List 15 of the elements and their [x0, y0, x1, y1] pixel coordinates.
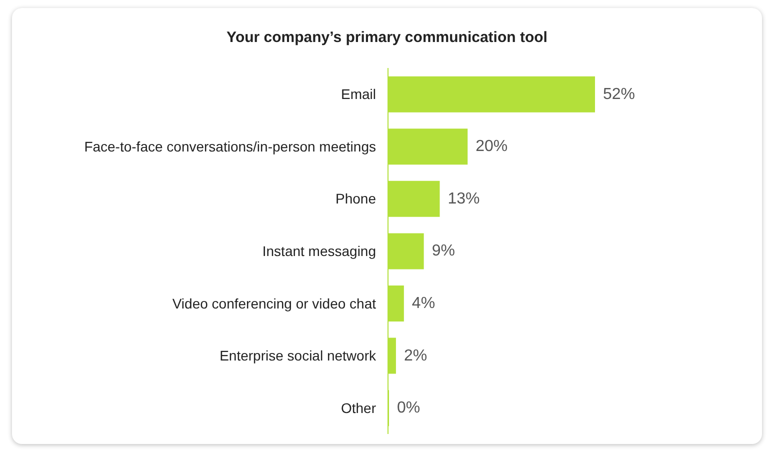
data-label: 2% — [404, 347, 428, 364]
y-tick-label: Instant messaging — [262, 242, 376, 259]
y-tick-label: Enterprise social network — [220, 348, 377, 364]
data-label: 4% — [412, 295, 436, 312]
y-tick-label: Other — [340, 400, 376, 416]
data-label: 0% — [397, 400, 420, 417]
y-tick-label: Phone — [336, 190, 376, 207]
data-label: 52% — [603, 86, 636, 103]
y-tick-label: Email — [340, 86, 376, 102]
y-tick-label: Face-to-face conversations/in-person meetings — [84, 138, 376, 154]
data-label: 9% — [432, 242, 455, 260]
data-label: 20% — [476, 138, 508, 156]
chart-title: Your company’s primary communication tool — [226, 28, 548, 46]
y-tick-label: Video conferencing or video chat — [172, 295, 376, 312]
data-label: 13% — [448, 190, 480, 208]
